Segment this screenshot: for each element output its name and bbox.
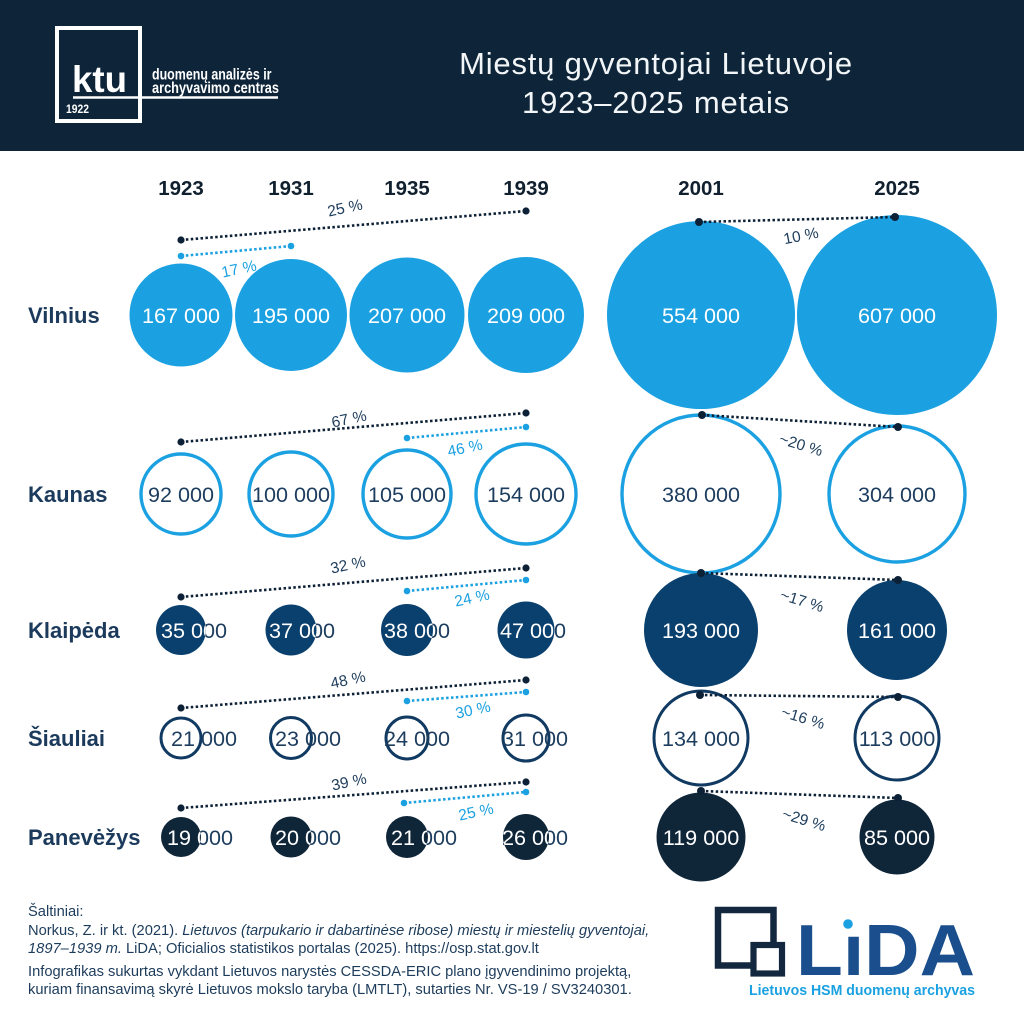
svg-text:38 000: 38 000 bbox=[384, 618, 450, 643]
svg-text:119 000: 119 000 bbox=[663, 825, 739, 850]
svg-text:1897–1939 m. LiDA; Oficialios: 1897–1939 m. LiDA; Oficialios statistiko… bbox=[28, 941, 539, 957]
svg-text:85 000: 85 000 bbox=[864, 825, 930, 850]
svg-text:Šiauliai: Šiauliai bbox=[28, 726, 105, 751]
svg-text:161 000: 161 000 bbox=[858, 618, 936, 643]
svg-text:304 000: 304 000 bbox=[858, 482, 936, 507]
svg-text:607 000: 607 000 bbox=[858, 303, 936, 328]
svg-text:1935: 1935 bbox=[384, 177, 430, 200]
svg-text:100 000: 100 000 bbox=[252, 482, 330, 507]
svg-text:10 %: 10 % bbox=[782, 225, 820, 248]
svg-text:26 000: 26 000 bbox=[502, 825, 568, 850]
svg-text:167 000: 167 000 bbox=[142, 303, 220, 328]
svg-text:207 000: 207 000 bbox=[368, 303, 446, 328]
svg-text:37 000: 37 000 bbox=[269, 618, 335, 643]
svg-text:193 000: 193 000 bbox=[662, 618, 740, 643]
svg-text:LıDA: LıDA bbox=[796, 911, 975, 991]
svg-text:38 000: 38 000 bbox=[384, 618, 450, 643]
svg-text:Norkus, Z. ir kt. (2021). Liet: Norkus, Z. ir kt. (2021). Lietuvos (tarp… bbox=[28, 923, 649, 939]
svg-text:Lietuvos HSM duomenų archyvas: Lietuvos HSM duomenų archyvas bbox=[749, 982, 975, 999]
svg-text:47 000: 47 000 bbox=[500, 618, 566, 643]
svg-text:1923: 1923 bbox=[158, 177, 204, 200]
svg-text:554 000: 554 000 bbox=[662, 303, 740, 328]
svg-text:134 000: 134 000 bbox=[662, 726, 740, 751]
svg-text:193 000: 193 000 bbox=[662, 618, 740, 643]
svg-text:20 000: 20 000 bbox=[275, 825, 341, 850]
svg-text:21 000: 21 000 bbox=[171, 726, 237, 751]
svg-text:47 000: 47 000 bbox=[500, 618, 566, 643]
svg-text:37 000: 37 000 bbox=[269, 618, 335, 643]
svg-text:92 000: 92 000 bbox=[148, 482, 214, 507]
svg-text:21 000: 21 000 bbox=[391, 825, 457, 850]
svg-text:Šaltiniai:: Šaltiniai: bbox=[28, 903, 84, 920]
svg-text:85 000: 85 000 bbox=[864, 825, 930, 850]
svg-text:35 000: 35 000 bbox=[161, 618, 227, 643]
svg-text:ktu: ktu bbox=[72, 59, 127, 100]
svg-text:2025: 2025 bbox=[874, 177, 920, 200]
svg-text:Kaunas: Kaunas bbox=[28, 482, 107, 507]
svg-text:209 000: 209 000 bbox=[487, 303, 565, 328]
svg-text:1922: 1922 bbox=[66, 102, 89, 116]
svg-text:380 000: 380 000 bbox=[662, 482, 740, 507]
svg-text:duomenų analizės ir: duomenų analizės ir bbox=[152, 67, 272, 84]
svg-text:35 000: 35 000 bbox=[161, 618, 227, 643]
svg-text:31 000: 31 000 bbox=[502, 726, 568, 751]
svg-text:26 000: 26 000 bbox=[502, 825, 568, 850]
svg-text:19 000: 19 000 bbox=[167, 825, 233, 850]
svg-text:Klaipėda: Klaipėda bbox=[28, 618, 120, 643]
svg-text:113 000: 113 000 bbox=[859, 726, 935, 751]
svg-text:23 000: 23 000 bbox=[275, 726, 341, 751]
svg-text:Miestų gyventojai Lietuvoje: Miestų gyventojai Lietuvoje bbox=[459, 46, 853, 81]
svg-text:21 000: 21 000 bbox=[391, 825, 457, 850]
svg-text:1931: 1931 bbox=[268, 177, 314, 200]
svg-text:19 000: 19 000 bbox=[167, 825, 233, 850]
svg-text:kuriam finansavimą skyrė Lietu: kuriam finansavimą skyrė Lietuvos mokslo… bbox=[28, 982, 632, 998]
svg-text:Panevėžys: Panevėžys bbox=[28, 825, 141, 850]
svg-text:20 000: 20 000 bbox=[275, 825, 341, 850]
svg-text:119 000: 119 000 bbox=[663, 825, 739, 850]
svg-text:1923–2025 metais: 1923–2025 metais bbox=[522, 85, 790, 120]
svg-text:105 000: 105 000 bbox=[368, 482, 446, 507]
svg-text:Vilnius: Vilnius bbox=[28, 303, 100, 328]
svg-text:195 000: 195 000 bbox=[252, 303, 330, 328]
svg-text:24 000: 24 000 bbox=[384, 726, 450, 751]
svg-text:2001: 2001 bbox=[678, 177, 724, 200]
svg-text:Infografikas sukurtas vykdant: Infografikas sukurtas vykdant Lietuvos n… bbox=[28, 964, 631, 980]
svg-text:161 000: 161 000 bbox=[858, 618, 936, 643]
svg-text:1939: 1939 bbox=[503, 177, 549, 200]
svg-text:archyvavimo centras: archyvavimo centras bbox=[152, 80, 279, 97]
svg-text:154 000: 154 000 bbox=[487, 482, 565, 507]
